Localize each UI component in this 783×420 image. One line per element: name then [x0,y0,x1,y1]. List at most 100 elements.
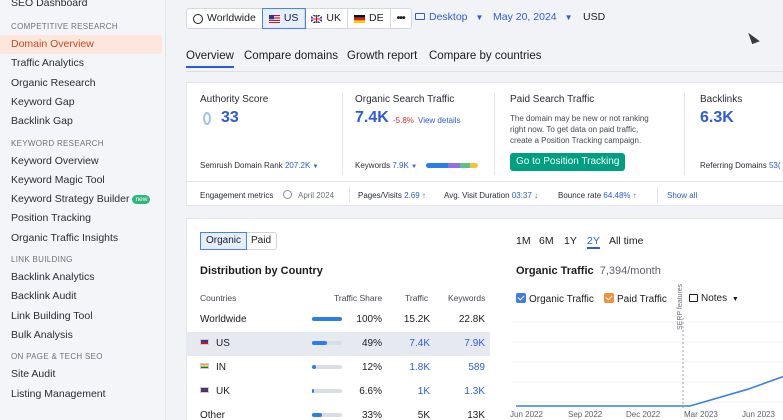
sidebar-item-keyword-strategy-builder[interactable]: Keyword Strategy Builder new [0,190,162,209]
engagement-sep [657,187,658,203]
keywords-cell: 13K [467,410,485,420]
tabs-divider [186,71,783,72]
sidebar-item-organic-traffic-insights[interactable]: Organic Traffic Insights [11,231,119,244]
col-keywords[interactable]: Keywords [448,293,486,303]
x-axis-tick-label: Mar 2023 [684,410,718,419]
uk-flag-icon [311,14,323,23]
sidebar-item-backlink-analytics[interactable]: Backlink Analytics [11,271,95,283]
db-worldwide-button[interactable]: Worldwide [187,9,263,28]
country-flag-icon [200,363,209,369]
sidebar-item-site-audit[interactable]: Site Audit [11,368,56,381]
tab-compare-domains[interactable]: Compare domains [244,50,338,62]
engagement-metrics-label: Engagement metrics [200,191,274,200]
view-details-link[interactable]: View details [418,116,461,125]
tab-overview[interactable]: Overview [186,50,234,68]
authority-ring-icon [203,112,211,125]
country-cell[interactable]: IN [200,362,226,373]
sidebar-item-organic-research[interactable]: Organic Research [11,76,96,89]
sidebar-item-keyword-overview[interactable]: Keyword Overview [11,154,99,167]
paid-note-line-2: right now. To get data on paid traffic, [510,125,639,134]
tab-growth-report[interactable]: Growth report [347,50,418,62]
authority-score-value[interactable]: 33 [221,109,239,126]
traffic-cell: 5K [417,410,430,420]
table-row[interactable]: IN 12% 1.8K 589 [186,356,490,380]
keywords-cell[interactable]: 1.3K [464,386,485,397]
range-2y[interactable]: 2Y [587,235,600,249]
keywords-cell: 22.8K [458,314,485,325]
table-row[interactable]: US 49% 7.4K 7.9K [186,332,490,356]
db-uk-button[interactable]: UK [305,9,349,28]
range-1m[interactable]: 1M [516,235,531,247]
organic-traffic-change: -5.8% [393,116,414,125]
sidebar-item-keyword-gap[interactable]: Keyword Gap [11,95,75,108]
table-row[interactable]: Worldwide 100% 15.2K 22.8K [186,308,490,332]
db-de-button[interactable]: DE [348,9,391,28]
referring-domains-metric: Referring Domains 53( [700,161,781,170]
kpi-divider [684,93,685,175]
device-selector[interactable]: Desktop ▼ [415,11,483,23]
traffic-cell[interactable]: 1.8K [409,362,430,373]
db-us-button[interactable]: US [261,8,307,29]
col-traffic[interactable]: Traffic [405,293,429,303]
country-cell[interactable]: UK [200,386,230,397]
country-cell[interactable]: US [200,338,230,349]
sidebar-item-seo-dashboard[interactable]: SEO Dashboard [11,0,88,9]
referring-domains-value[interactable]: 53( [768,161,781,170]
sidebar-section-title: KEYWORD RESEARCH [11,138,104,148]
organic-toggle-button[interactable]: Organic [199,232,248,250]
organic-chart-title: Organic Traffic [516,265,594,277]
range-6m[interactable]: 6M [539,235,554,247]
sidebar-item-traffic-analytics[interactable]: Traffic Analytics [11,57,84,70]
sidebar-item-keyword-magic-tool[interactable]: Keyword Magic Tool [11,173,105,186]
organic-chart-value: 7,394/month [599,265,661,277]
country-flag-icon [200,387,209,393]
sidebar-item-backlink-gap[interactable]: Backlink Gap [11,115,73,128]
traffic-cell[interactable]: 1K [417,386,430,397]
legend-organic[interactable]: Organic Traffic [516,293,594,305]
tab-compare-by-countries[interactable]: Compare by countries [429,50,542,62]
traffic-share-cell: 33% [361,410,382,420]
checkbox-checked-icon [516,293,526,303]
traffic-share-bar [312,341,342,345]
date-selector[interactable]: May 20, 2024 ▼ [493,11,573,23]
sidebar-item-bulk-analysis[interactable]: Bulk Analysis [11,328,73,341]
organic-traffic-value[interactable]: 7.4K [355,109,389,126]
sidebar-item-domain-overview[interactable]: Domain Overview [0,35,162,54]
sidebar-section-title: LINK BUILDING [11,255,73,264]
serp-features-annotation: SERP features [677,283,684,330]
traffic-share-cell: 49% [361,338,382,349]
monitor-icon [415,13,425,20]
top-filter-bar: Worldwide US UK DE ••• [166,0,783,38]
range-all-time[interactable]: All time [609,235,644,247]
go-to-position-tracking-button[interactable]: Go to Position Tracking [510,153,626,171]
keywords-cell[interactable]: 589 [468,362,485,373]
traffic-share-bar [312,389,342,393]
table-row[interactable]: Other 33% 5K 13K [186,404,490,420]
table-row[interactable]: UK 6.6% 1K 1.3K [186,380,490,404]
chevron-down-icon: ▼ [564,13,573,22]
sidebar-item-listing-management[interactable]: Listing Management [11,387,106,400]
globe-icon [193,13,203,24]
organic-chart-header: Organic Traffic 7,394/month [516,265,661,277]
traffic-cell[interactable]: 7.4K [409,338,430,349]
sidebar-item-position-tracking[interactable]: Position Tracking [11,212,91,225]
sidebar-item-backlink-audit[interactable]: Backlink Audit [11,290,77,303]
paid-note-line-1: The domain may be new or not ranking [510,114,649,123]
chevron-down-icon: ▼ [312,164,319,170]
keywords-value[interactable]: 7.9K [392,161,409,170]
chevron-down-icon: ▼ [411,164,418,170]
backlinks-value[interactable]: 6.3K [700,109,734,126]
sidebar-item-link-building-tool[interactable]: Link Building Tool [11,309,93,322]
notes-dropdown[interactable]: Notes ▼ [689,293,739,304]
paid-note-line-3: create a Position Tracking campaign. [510,136,642,145]
paid-toggle-button[interactable]: Paid [251,235,272,246]
legend-paid[interactable]: Paid Traffic [604,293,667,305]
keywords-cell[interactable]: 7.9K [464,338,485,349]
col-traffic-share[interactable]: Traffic Share [334,293,383,303]
show-all-link[interactable]: Show all [667,191,698,200]
more-databases-button[interactable]: ••• [396,12,406,24]
range-1y[interactable]: 1Y [564,235,577,247]
domain-rank-value[interactable]: 207.2K [284,161,311,170]
traffic-share-cell: 12% [361,362,382,373]
country-cell: Other [200,410,226,420]
